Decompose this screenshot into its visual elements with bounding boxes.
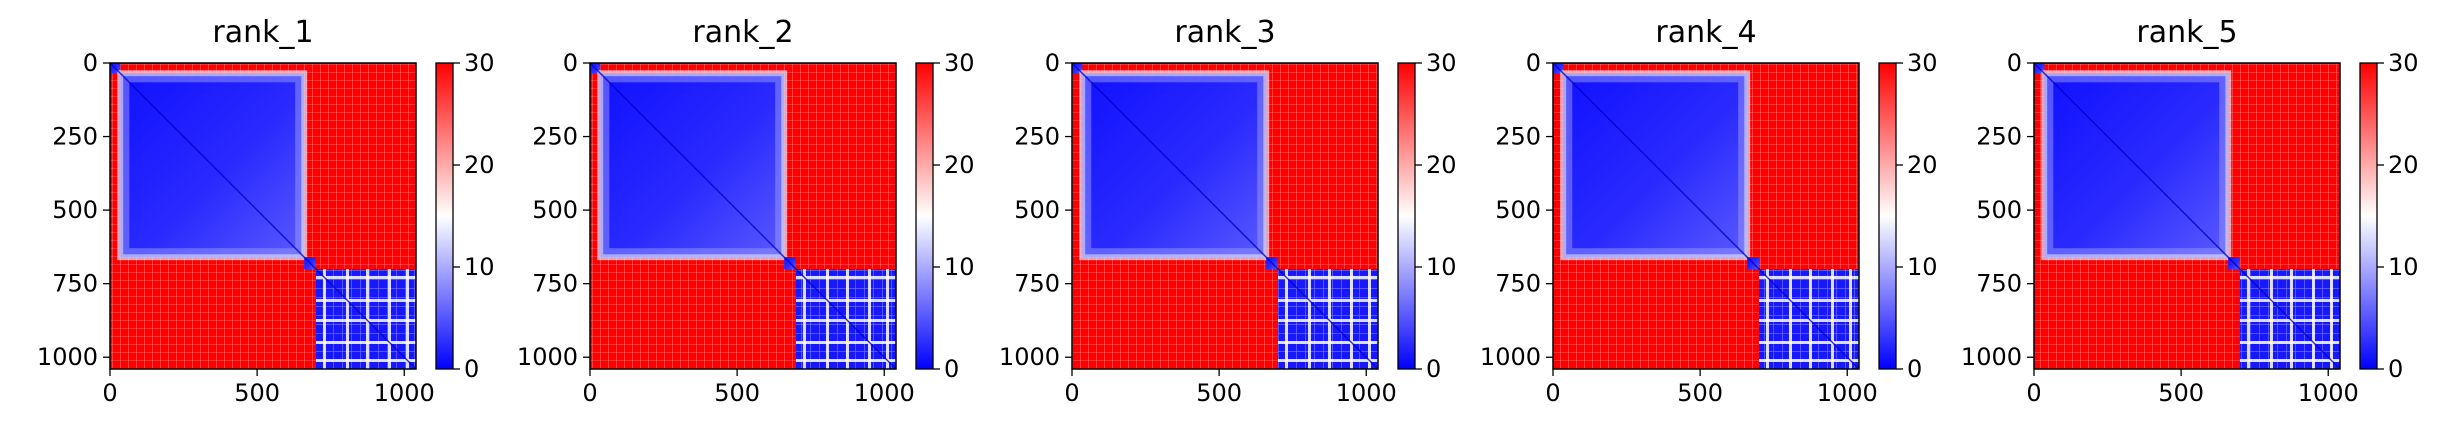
y-tick-label: 0: [1045, 49, 1060, 77]
colorbar-tick-label: 30: [464, 49, 495, 77]
colorbar-tick-label: 30: [1426, 49, 1457, 77]
plot-frame: [1552, 62, 1860, 370]
y-tick-label: 500: [1014, 196, 1060, 224]
y-tick-label: 0: [1526, 49, 1541, 77]
colorbar: 0 10 20 30: [1397, 49, 1457, 383]
heatmap-diagonal: [589, 62, 897, 370]
colorbar-tick-label: 0: [464, 355, 479, 383]
y-tick-label: 250: [52, 123, 98, 151]
plot-frame: [109, 62, 417, 370]
y-tick-label: 0: [563, 49, 578, 77]
x-tick-label: 1000: [854, 379, 915, 407]
panel-title: rank_1: [212, 15, 313, 50]
y-tick-label: 250: [1495, 123, 1541, 151]
x-tick-label: 1000: [1336, 379, 1397, 407]
y-tick-label: 0: [2007, 49, 2022, 77]
panel-title: rank_5: [2136, 15, 2237, 50]
y-tick-label: 1000: [517, 343, 578, 371]
colorbar: 0 10 20 30: [2359, 49, 2419, 383]
plot-frame: [1071, 62, 1379, 370]
heatmap-diagonal: [109, 62, 417, 370]
panel-title: rank_2: [692, 15, 793, 50]
x-tick-label: 1000: [2298, 379, 2359, 407]
colorbar-gradient: [916, 63, 933, 369]
y-tick-label: 250: [1976, 123, 2022, 151]
colorbar-tick-label: 30: [2388, 49, 2419, 77]
y-tick-label: 250: [1014, 123, 1060, 151]
colorbar-tick-label: 10: [1426, 253, 1457, 281]
colorbar-tick-label: 10: [1907, 253, 1938, 281]
x-tick-label: 0: [2026, 379, 2041, 407]
plot-frame: [2033, 62, 2341, 370]
y-tick-label: 250: [532, 123, 578, 151]
x-tick-label: 500: [2158, 379, 2204, 407]
colorbar-gradient: [436, 63, 453, 369]
colorbar-tick-label: 20: [1907, 151, 1938, 179]
y-tick-label: 500: [52, 196, 98, 224]
colorbar-tick-label: 30: [1907, 49, 1938, 77]
x-tick-label: 0: [102, 379, 117, 407]
y-tick-label: 1000: [1480, 343, 1541, 371]
colorbar-tick-label: 30: [944, 49, 975, 77]
y-tick-label: 0: [83, 49, 98, 77]
y-tick-label: 500: [1495, 196, 1541, 224]
x-tick-label: 0: [1064, 379, 1079, 407]
colorbar-gradient: [1398, 63, 1415, 369]
y-tick-label: 750: [1014, 270, 1060, 298]
y-tick-label: 1000: [1961, 343, 2022, 371]
y-tick-label: 1000: [37, 343, 98, 371]
colorbar-tick-label: 10: [2388, 253, 2419, 281]
heatmap-diagonal: [1071, 62, 1379, 370]
x-tick-label: 500: [714, 379, 760, 407]
colorbar-tick-label: 20: [2388, 151, 2419, 179]
y-tick-label: 750: [1976, 270, 2022, 298]
x-tick-label: 1000: [1817, 379, 1878, 407]
colorbar-gradient: [1879, 63, 1896, 369]
y-tick-label: 750: [532, 270, 578, 298]
panel-title: rank_3: [1174, 15, 1275, 50]
y-tick-label: 750: [1495, 270, 1541, 298]
x-tick-label: 500: [1196, 379, 1242, 407]
colorbar-tick-label: 0: [1907, 355, 1922, 383]
colorbar-tick-label: 20: [944, 151, 975, 179]
colorbar: 0 10 20 30: [915, 49, 975, 383]
heatmap-diagonal: [1552, 62, 1860, 370]
x-tick-label: 0: [582, 379, 597, 407]
plot-frame: [589, 62, 897, 370]
x-tick-label: 500: [1677, 379, 1723, 407]
x-tick-label: 0: [1545, 379, 1560, 407]
x-tick-label: 1000: [374, 379, 435, 407]
heatmap-diagonal: [2033, 62, 2341, 370]
colorbar: 0 10 20 30: [435, 49, 495, 383]
colorbar-tick-label: 0: [944, 355, 959, 383]
colorbar: 0 10 20 30: [1878, 49, 1938, 383]
colorbar-gradient: [2360, 63, 2377, 369]
y-tick-label: 750: [52, 270, 98, 298]
colorbar-tick-label: 0: [1426, 355, 1441, 383]
y-tick-label: 500: [1976, 196, 2022, 224]
colorbar-tick-label: 10: [944, 253, 975, 281]
colorbar-tick-label: 10: [464, 253, 495, 281]
colorbar-tick-label: 20: [464, 151, 495, 179]
y-tick-label: 1000: [999, 343, 1060, 371]
colorbar-tick-label: 20: [1426, 151, 1457, 179]
x-tick-label: 500: [234, 379, 280, 407]
y-tick-label: 500: [532, 196, 578, 224]
colorbar-tick-label: 0: [2388, 355, 2403, 383]
panel-title: rank_4: [1655, 15, 1756, 50]
